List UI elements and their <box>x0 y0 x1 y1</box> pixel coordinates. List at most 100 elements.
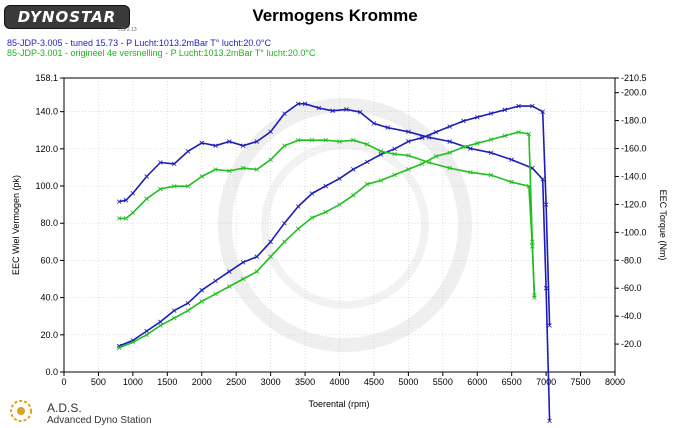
series-point-2 <box>502 133 508 139</box>
series-point-3 <box>530 244 535 249</box>
series-point-1 <box>240 143 246 149</box>
axes <box>60 77 619 376</box>
series-point-2 <box>364 181 370 187</box>
series-point-2 <box>337 202 342 207</box>
series-line-0-power <box>118 105 551 347</box>
series-point-0 <box>227 269 232 274</box>
series-point-1 <box>509 157 514 162</box>
y-tick-label: 40.0 <box>40 293 58 303</box>
x-tick-label: 4000 <box>329 377 349 387</box>
x-tick-label: 6500 <box>502 377 522 387</box>
series-point-0 <box>488 111 494 116</box>
series-point-0 <box>199 287 205 293</box>
series-point-2 <box>474 140 480 146</box>
series-point-3 <box>488 172 494 178</box>
series-point-0 <box>295 204 301 209</box>
y2-tick-label: -180.0 <box>621 116 647 126</box>
series-point-0 <box>254 254 260 259</box>
series-point-2 <box>130 339 136 345</box>
series-point-3 <box>350 137 356 143</box>
series-point-0 <box>433 129 439 135</box>
series-point-1 <box>123 197 129 203</box>
y2-tick-label: -60.0 <box>621 283 642 293</box>
series-point-2 <box>419 161 425 167</box>
series-point-3 <box>282 143 287 149</box>
series-point-1 <box>213 143 218 149</box>
ads-logo-icon <box>10 400 32 422</box>
series-point-1 <box>371 121 377 126</box>
series-point-3 <box>254 167 260 172</box>
series-point-1 <box>171 161 177 167</box>
series-point-1 <box>540 176 545 182</box>
series-point-2 <box>227 284 232 289</box>
grid <box>64 78 615 372</box>
series-point-3 <box>526 183 532 189</box>
series-point-1 <box>330 108 335 114</box>
series-point-1 <box>282 111 287 116</box>
series-point-3 <box>213 167 218 172</box>
series-point-0 <box>185 300 191 306</box>
series-point-0 <box>323 183 329 189</box>
series-point-1 <box>227 139 232 144</box>
series-point-2 <box>185 308 191 313</box>
series-point-2 <box>268 254 273 259</box>
x-tick-label: 5000 <box>398 377 418 387</box>
logo-version: LIS 2.13 <box>118 27 137 33</box>
dynostar-logo: DYNOSTAR <box>4 5 130 29</box>
chart-title: Vermogens Kromme <box>252 6 418 25</box>
y-tick-label: 100.0 <box>35 181 58 191</box>
series-point-2 <box>254 269 260 274</box>
series-point-2 <box>488 137 494 142</box>
series-point-3 <box>116 216 122 221</box>
y-tick-labels: 0.0 20.0 40.0 60.0 80.0 100.0 120.0 140.0 158.1 <box>35 73 58 377</box>
series-point-0 <box>502 107 508 113</box>
series-point-1 <box>426 135 432 140</box>
series-line-2-power <box>118 131 536 349</box>
y-tick-label: 80.0 <box>40 218 58 228</box>
series-point-1 <box>144 174 149 179</box>
series-point-2 <box>516 129 521 135</box>
series-point-3 <box>447 165 452 171</box>
series-point-3 <box>392 151 397 157</box>
series-point-1 <box>295 101 301 107</box>
x-tick-label: 7500 <box>571 377 591 387</box>
series-point-1 <box>488 150 494 156</box>
legend-tuned: 85-JDP-3.005 - tuned 15.73 - P Lucht:101… <box>7 38 272 48</box>
series-point-1 <box>547 418 552 424</box>
series-point-0 <box>350 167 356 172</box>
series-point-3 <box>227 168 232 174</box>
series-point-2 <box>295 226 301 232</box>
series-point-2 <box>213 291 218 297</box>
legend-original: 85-JDP-3.001 - origineel 4e versnelling … <box>7 48 316 58</box>
y2-tick-label: -40.0 <box>621 311 642 321</box>
x-tick-label: 1500 <box>157 377 177 387</box>
series-point-1 <box>406 129 411 135</box>
series-point-3 <box>532 292 537 298</box>
x-axis-label: Toerental (rpm) <box>308 399 369 409</box>
series-point-2 <box>447 150 452 155</box>
ads-name: A.D.S. <box>47 401 82 415</box>
series-point-3 <box>406 153 411 158</box>
y-tick-label: 158.1 <box>35 73 58 83</box>
series-point-2 <box>309 215 315 220</box>
x-tick-label: 2000 <box>192 377 212 387</box>
x-tick-label: 0 <box>61 377 66 387</box>
series-point-3 <box>364 142 370 147</box>
series-point-0 <box>213 278 218 284</box>
series-point-2 <box>171 315 177 321</box>
series-point-3 <box>323 137 329 143</box>
series-point-0 <box>171 308 177 313</box>
series-point-0 <box>309 191 315 196</box>
x-tick-label: 2500 <box>226 377 246 387</box>
series-point-2 <box>323 209 329 215</box>
series-point-0 <box>406 139 411 144</box>
x-tick-label: 6000 <box>467 377 487 387</box>
y2-tick-label: -120.0 <box>621 199 647 209</box>
series-point-3 <box>468 169 473 175</box>
y2-axis-label: EEC Torque (Nm) <box>658 190 668 261</box>
series-point-3 <box>240 165 246 171</box>
series-point-1 <box>316 105 322 111</box>
series-point-2 <box>526 131 532 137</box>
y2-tick-label: -100.0 <box>621 227 647 237</box>
